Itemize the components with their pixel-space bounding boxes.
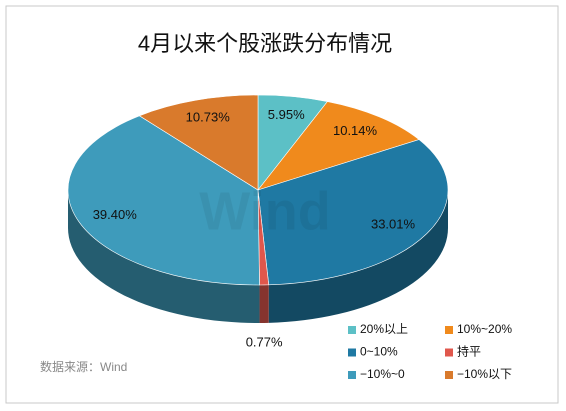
legend-swatch bbox=[348, 348, 356, 357]
slice bbox=[67, 115, 260, 286]
legend-swatch bbox=[445, 371, 453, 379]
data-label: 10.73% bbox=[186, 110, 231, 125]
data-label: 5.95% bbox=[268, 107, 305, 122]
slice bbox=[257, 139, 449, 286]
pie-walls bbox=[68, 190, 448, 323]
data-label: 33.01% bbox=[371, 216, 416, 231]
source-note: 数据来源：Wind bbox=[40, 359, 127, 374]
data-label: 39.40% bbox=[93, 207, 138, 222]
slice-side bbox=[68, 190, 260, 323]
data-label: 10.14% bbox=[333, 123, 378, 138]
watermark: Wind bbox=[199, 181, 330, 241]
legend-swatch bbox=[348, 326, 356, 334]
legend-label: 持平 bbox=[457, 344, 481, 359]
slice bbox=[257, 101, 420, 191]
pie-tops bbox=[67, 94, 449, 286]
slice bbox=[138, 94, 259, 191]
legend-swatch bbox=[445, 326, 453, 334]
legend-label: −10%以下 bbox=[457, 367, 512, 381]
slice-side bbox=[268, 190, 448, 323]
pie bbox=[67, 94, 449, 323]
legend-label: 0~10% bbox=[360, 345, 398, 359]
data-label: 0.77% bbox=[246, 334, 283, 349]
legend-swatch bbox=[348, 371, 356, 379]
slice-side bbox=[259, 284, 269, 323]
legend-label: 20%以上 bbox=[360, 322, 408, 336]
chart-title: 4月以来个股涨跌分布情况 bbox=[138, 31, 392, 56]
legend-swatch bbox=[445, 348, 453, 357]
legend-label: −10%~0 bbox=[360, 367, 405, 381]
legend-label: 10%~20% bbox=[457, 322, 512, 336]
